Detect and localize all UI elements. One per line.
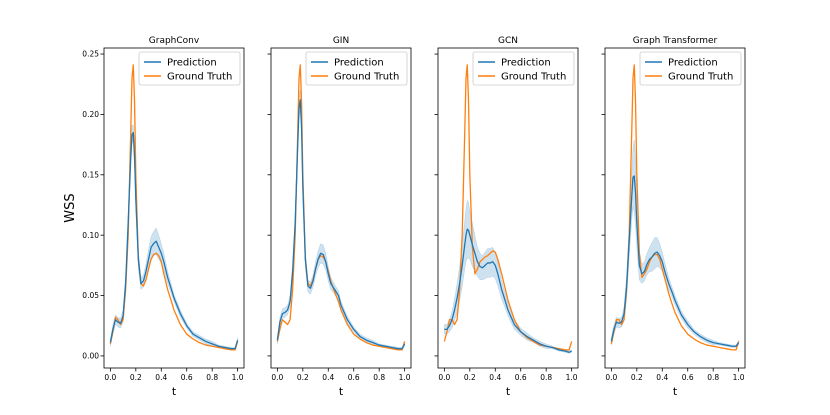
x-tick-label: 0.4 [322, 373, 334, 382]
y-tick-label: 0.15 [82, 170, 99, 179]
legend-box [639, 51, 742, 86]
panels: 0.0 0.2 0.4 0.6 0.8 1.0 0.00 0.05 0.10 0.15 0.20 0.… [82, 36, 746, 398]
x-tick-label: 0.2 [130, 373, 142, 382]
x-tick-label: 0.6 [181, 373, 193, 382]
x-axis-label: t [673, 385, 678, 398]
x-tick-label: 1.0 [232, 373, 244, 382]
x-tick-label: 0.8 [206, 373, 218, 382]
axes-frame [604, 47, 746, 369]
x-tick-label: 0.4 [489, 373, 501, 382]
legend-ground-truth-label: Ground Truth [167, 72, 232, 83]
legend: Prediction Ground Truth [138, 51, 241, 86]
prediction-line [444, 228, 572, 353]
x-tick-label: 1.0 [566, 373, 578, 382]
prediction-line [276, 99, 406, 350]
x-axis-label: t [506, 385, 511, 398]
panel-title: GIN [333, 36, 349, 46]
x-tick-label: 0.4 [656, 373, 668, 382]
panel-title: GraphConv [149, 36, 200, 46]
x-tick-label: 0.2 [464, 373, 476, 382]
legend-box [305, 51, 408, 86]
panel-3: 0.0 0.2 0.4 0.6 0.8 1.0 GCN t Prediction Ground T… [434, 36, 579, 398]
panel-2: 0.0 0.2 0.4 0.6 0.8 1.0 GIN t Prediction Ground T… [267, 36, 412, 398]
axes-frame [103, 47, 245, 369]
x-axis-label: t [172, 385, 177, 398]
x-tick-label: 0.0 [104, 373, 116, 382]
legend-box [472, 51, 575, 86]
x-tick-label: 0.6 [682, 373, 694, 382]
x-tick-label: 0.4 [155, 373, 167, 382]
x-tick-label: 0.8 [373, 373, 385, 382]
legend-box [138, 51, 241, 86]
panel-title: GCN [498, 36, 518, 46]
y-tick-label: 0.10 [82, 231, 99, 240]
x-tick-label: 1.0 [399, 373, 411, 382]
y-tick-label: 0.20 [82, 110, 99, 119]
prediction-line [109, 131, 239, 350]
y-tick-label: 0.05 [82, 291, 99, 300]
legend: Prediction Ground Truth [472, 51, 575, 86]
x-axis-label: t [339, 385, 344, 398]
x-tick-label: 0.0 [438, 373, 450, 382]
legend-prediction-label: Prediction [334, 58, 384, 69]
ground-truth-line [109, 64, 239, 351]
panel-4: 0.0 0.2 0.4 0.6 0.8 1.0 Graph Transformer t Pred… [601, 36, 746, 398]
y-tick-label: 0.00 [82, 352, 99, 361]
x-tick-label: 0.8 [540, 373, 552, 382]
legend: Prediction Ground Truth [305, 51, 408, 86]
legend-prediction-label: Prediction [668, 58, 718, 69]
y-tick-label: 0.25 [82, 50, 99, 59]
legend-ground-truth-label: Ground Truth [668, 72, 733, 83]
ground-truth-line [610, 64, 740, 351]
axes-frame [437, 47, 579, 369]
x-tick-label: 0.0 [605, 373, 617, 382]
prediction-line [610, 175, 740, 347]
legend-ground-truth-label: Ground Truth [334, 72, 399, 83]
x-tick-label: 0.6 [348, 373, 360, 382]
y-axis-label: WSS [63, 193, 78, 222]
legend-prediction-label: Prediction [167, 58, 217, 69]
panel-title: Graph Transformer [633, 36, 718, 46]
legend-ground-truth-label: Ground Truth [501, 72, 566, 83]
prediction-band [444, 199, 572, 354]
x-tick-label: 0.8 [707, 373, 719, 382]
panel-1: 0.0 0.2 0.4 0.6 0.8 1.0 0.00 0.05 0.10 0.15 0.20 0.… [82, 36, 245, 398]
x-tick-label: 0.6 [515, 373, 527, 382]
x-tick-label: 0.0 [271, 373, 283, 382]
x-tick-label: 1.0 [733, 373, 745, 382]
x-tick-label: 0.2 [297, 373, 309, 382]
x-tick-label: 0.2 [631, 373, 643, 382]
legend-prediction-label: Prediction [501, 58, 551, 69]
legend: Prediction Ground Truth [639, 51, 742, 86]
axes-frame [270, 47, 412, 369]
